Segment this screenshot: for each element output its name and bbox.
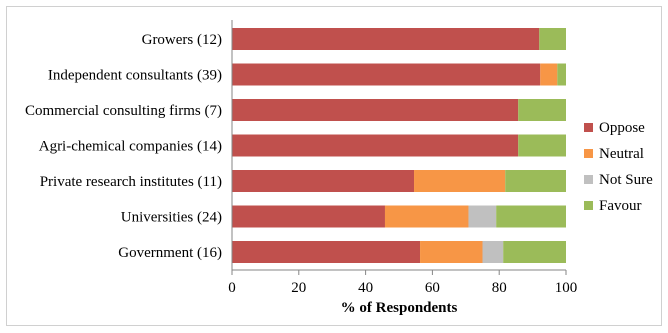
category-label: Government (16) [118, 245, 222, 261]
bar-oppose-5 [232, 205, 385, 228]
category-label: Commercial consulting firms (7) [25, 103, 222, 119]
bar-oppose-3 [232, 134, 519, 157]
legend-swatch-favour [584, 201, 593, 210]
bar-favour-1 [557, 63, 566, 86]
bar-favour-3 [518, 134, 566, 157]
bar-neutral-6 [420, 241, 483, 263]
x-tick-label: 80 [492, 280, 507, 296]
x-tick-label: 20 [291, 280, 306, 296]
legend-swatch-neutral [584, 149, 593, 158]
category-label: Universities (24) [121, 210, 222, 226]
bar-favour-0 [539, 28, 566, 50]
legend-label-oppose: Oppose [599, 120, 645, 136]
category-label: Agri-chemical companies (14) [39, 139, 222, 155]
x-axis: 0 20 40 60 80 100 [228, 20, 577, 296]
bar-neutral-5 [384, 205, 469, 228]
x-tick-label: 60 [425, 280, 440, 296]
chart-frame [6, 6, 662, 326]
bar-oppose-6 [232, 241, 421, 263]
bar-oppose-1 [232, 63, 541, 86]
bar-neutral-4 [414, 170, 506, 192]
bar-not-sure-5 [468, 205, 497, 228]
legend-swatch-not-sure [584, 175, 593, 184]
legend: Oppose Neutral Not Sure Favour [584, 120, 653, 214]
legend-label-neutral: Neutral [599, 146, 644, 162]
legend-label-favour: Favour [599, 198, 642, 214]
bar-favour-5 [496, 205, 566, 228]
category-labels: Growers (12) Independent consultants (39)… [25, 32, 222, 261]
legend-label-not-sure: Not Sure [599, 172, 653, 188]
x-tick-label: 40 [358, 280, 373, 296]
x-tick-label: 100 [555, 280, 578, 296]
category-label: Growers (12) [142, 32, 222, 48]
bar-favour-2 [518, 99, 566, 121]
bar-not-sure-6 [482, 241, 504, 263]
bar-favour-6 [503, 241, 566, 263]
legend-swatch-oppose [584, 123, 593, 132]
category-label: Private research institutes (11) [40, 174, 222, 190]
bar-oppose-2 [232, 99, 519, 121]
x-axis-title: % of Respondents [341, 300, 458, 316]
bar-neutral-1 [540, 63, 558, 86]
bar-favour-4 [505, 170, 566, 192]
category-label: Independent consultants (39) [48, 68, 222, 84]
bars-group [232, 28, 566, 263]
x-tick-label: 0 [228, 280, 236, 296]
bar-oppose-4 [232, 170, 415, 192]
bar-oppose-0 [232, 28, 540, 50]
